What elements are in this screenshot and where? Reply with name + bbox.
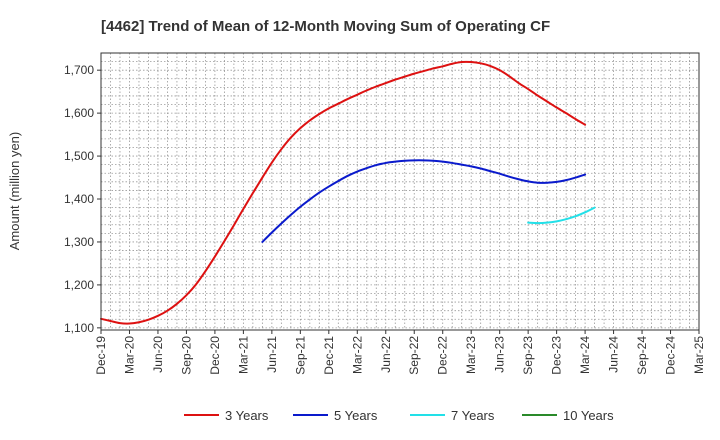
x-tick-label: Mar-23 [464,336,478,374]
legend-label: 5 Years [334,408,378,423]
legend-label: 3 Years [225,408,269,423]
legend-label: 7 Years [451,408,495,423]
y-tick-label: 1,500 [64,149,94,163]
x-tick-label: Dec-21 [322,336,336,375]
x-tick-label: Mar-21 [236,336,250,374]
series-line-5-years [261,159,587,243]
x-tick-label: Mar-20 [122,336,136,374]
x-axis-ticks: Dec-19 Mar-20 Jun-20 Sep-20 Dec-20 Mar-21 Jun-… [94,330,706,375]
x-tick-label: Mar-22 [350,336,364,374]
x-tick-label: Dec-22 [436,336,450,375]
y-axis-ticks: 1,100 1,200 1,300 1,400 1,500 1,600 1,700 [64,63,101,335]
x-tick-label: Jun-21 [265,336,279,373]
x-tick-label: Jun-20 [151,336,165,373]
legend: 3 Years 5 Years 7 Years 10 Years [184,408,614,423]
y-tick-label: 1,200 [64,278,94,292]
x-tick-label: Sep-21 [293,336,307,375]
x-tick-label: Sep-23 [521,336,535,375]
x-tick-label: Sep-24 [635,336,649,375]
y-tick-label: 1,700 [64,63,94,77]
y-axis-label: Amount (million yen) [7,132,22,251]
legend-label: 10 Years [563,408,614,423]
y-tick-label: 1,300 [64,235,94,249]
x-tick-label: Sep-22 [407,336,421,375]
x-tick-label: Sep-20 [179,336,193,375]
x-tick-label: Dec-19 [94,336,108,375]
x-tick-label: Jun-22 [379,336,393,373]
series-layer [100,60,596,325]
x-tick-label: Dec-20 [208,336,222,375]
grid [101,53,699,330]
y-tick-label: 1,600 [64,106,94,120]
x-tick-label: Jun-23 [493,336,507,373]
x-tick-label: Mar-25 [692,336,706,374]
series-line-7-years [527,206,596,225]
series-line-3-years [100,60,587,325]
plot-frame [100,52,700,331]
y-tick-label: 1,100 [64,321,94,335]
y-tick-label: 1,400 [64,192,94,206]
plot-area [101,53,699,330]
x-tick-label: Dec-23 [550,336,564,375]
x-tick-label: Dec-24 [664,336,678,375]
chart-title: [4462] Trend of Mean of 12-Month Moving … [101,18,550,35]
x-tick-label: Jun-24 [607,336,621,373]
x-tick-label: Mar-24 [578,336,592,374]
